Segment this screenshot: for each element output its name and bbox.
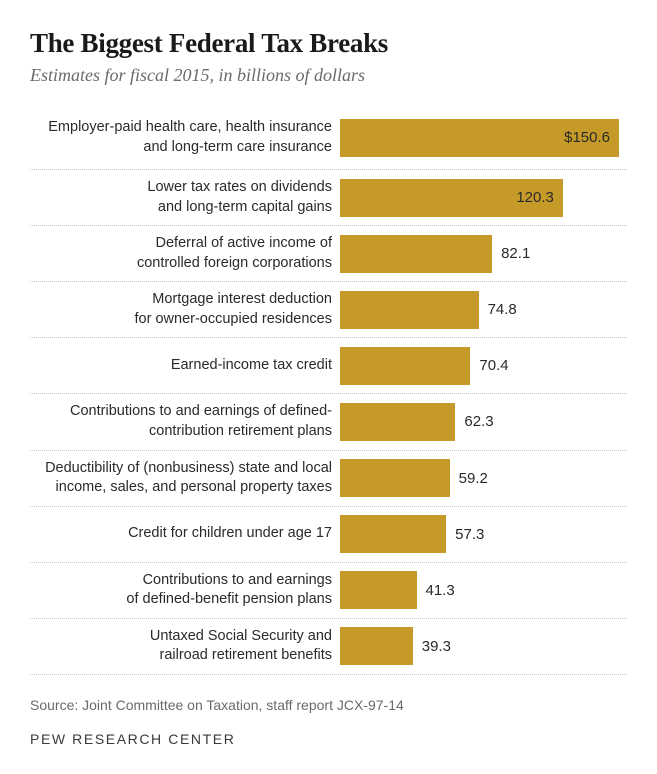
bar-value: 70.4: [470, 357, 508, 374]
row-label-line2: income, sales, and personal property tax…: [56, 479, 332, 495]
bar: [340, 571, 417, 609]
bar-value: 82.1: [492, 245, 530, 262]
bar-value: 62.3: [455, 413, 493, 430]
chart-subtitle: Estimates for fiscal 2015, in billions o…: [30, 65, 627, 86]
table-row: Untaxed Social Security and railroad reti…: [30, 619, 627, 675]
bar-cell: 74.8: [340, 291, 627, 329]
bar-cell: 39.3: [340, 627, 627, 665]
bar-cell: 62.3: [340, 403, 627, 441]
row-label-line1: Deferral of active income of: [156, 235, 333, 251]
bar-value: $150.6: [564, 129, 619, 146]
bar-value: 59.2: [450, 470, 488, 487]
row-label-line2: railroad retirement benefits: [160, 647, 332, 663]
table-row: Deferral of active income of controlled f…: [30, 226, 627, 282]
bar-chart: Employer-paid health care, health insura…: [30, 114, 627, 675]
bar: [340, 459, 450, 497]
attribution: PEW RESEARCH CENTER: [30, 731, 627, 747]
row-label-line1: Contributions to and earnings of defined…: [70, 403, 332, 419]
bar: 120.3: [340, 179, 563, 217]
bar-cell: 57.3: [340, 515, 627, 553]
row-label: Untaxed Social Security and railroad reti…: [30, 627, 340, 666]
table-row: Credit for children under age 17 57.3: [30, 507, 627, 563]
bar: [340, 235, 492, 273]
row-label: Contributions to and earnings of defined-…: [30, 571, 340, 610]
row-label: Employer-paid health care, health insura…: [30, 118, 340, 157]
row-label-line2: for owner-occupied residences: [135, 311, 332, 327]
table-row: Contributions to and earnings of defined-…: [30, 563, 627, 619]
bar-value: 74.8: [479, 301, 517, 318]
row-label-line1: Contributions to and earnings: [143, 572, 332, 588]
table-row: Lower tax rates on dividends and long-ter…: [30, 170, 627, 226]
table-row: Earned-income tax credit 70.4: [30, 338, 627, 394]
bar-value: 39.3: [413, 638, 451, 655]
row-label-line1: Employer-paid health care, health insura…: [48, 119, 332, 135]
bar-cell: 41.3: [340, 571, 627, 609]
table-row: Mortgage interest deduction for owner-occ…: [30, 282, 627, 338]
bar: [340, 627, 413, 665]
bar: [340, 515, 446, 553]
bar: $150.6: [340, 119, 619, 157]
row-label-line1: Deductibility of (nonbusiness) state and…: [45, 460, 332, 476]
bar-cell: 82.1: [340, 235, 627, 273]
row-label: Deductibility of (nonbusiness) state and…: [30, 459, 340, 498]
row-label-line1: Mortgage interest deduction: [152, 291, 332, 307]
row-label: Lower tax rates on dividends and long-ter…: [30, 178, 340, 217]
bar-cell: $150.6: [340, 119, 627, 157]
row-label: Credit for children under age 17: [30, 524, 340, 544]
row-label-line2: contribution retirement plans: [149, 423, 332, 439]
source-line: Source: Joint Committee on Taxation, sta…: [30, 697, 627, 713]
bar-cell: 59.2: [340, 459, 627, 497]
row-label-line1: Credit for children under age 17: [128, 525, 332, 541]
chart-title: The Biggest Federal Tax Breaks: [30, 28, 627, 59]
table-row: Employer-paid health care, health insura…: [30, 114, 627, 170]
row-label: Deferral of active income of controlled f…: [30, 234, 340, 273]
row-label-line1: Earned-income tax credit: [171, 357, 332, 373]
row-label-line1: Lower tax rates on dividends: [147, 179, 332, 195]
row-label-line2: controlled foreign corporations: [137, 255, 332, 271]
table-row: Contributions to and earnings of defined…: [30, 394, 627, 450]
row-label-line2: and long-term care insurance: [143, 139, 332, 155]
bar-cell: 70.4: [340, 347, 627, 385]
bar-cell: 120.3: [340, 179, 627, 217]
table-row: Deductibility of (nonbusiness) state and…: [30, 451, 627, 507]
bar-value: 120.3: [516, 189, 563, 206]
bar: [340, 347, 470, 385]
row-label-line2: of defined-benefit pension plans: [126, 591, 332, 607]
row-label: Earned-income tax credit: [30, 356, 340, 376]
row-label: Mortgage interest deduction for owner-occ…: [30, 290, 340, 329]
bar: [340, 291, 479, 329]
bar: [340, 403, 455, 441]
bar-value: 57.3: [446, 526, 484, 543]
row-label: Contributions to and earnings of defined…: [30, 402, 340, 441]
row-label-line1: Untaxed Social Security and: [150, 628, 332, 644]
row-label-line2: and long-term capital gains: [158, 199, 332, 215]
bar-value: 41.3: [417, 582, 455, 599]
